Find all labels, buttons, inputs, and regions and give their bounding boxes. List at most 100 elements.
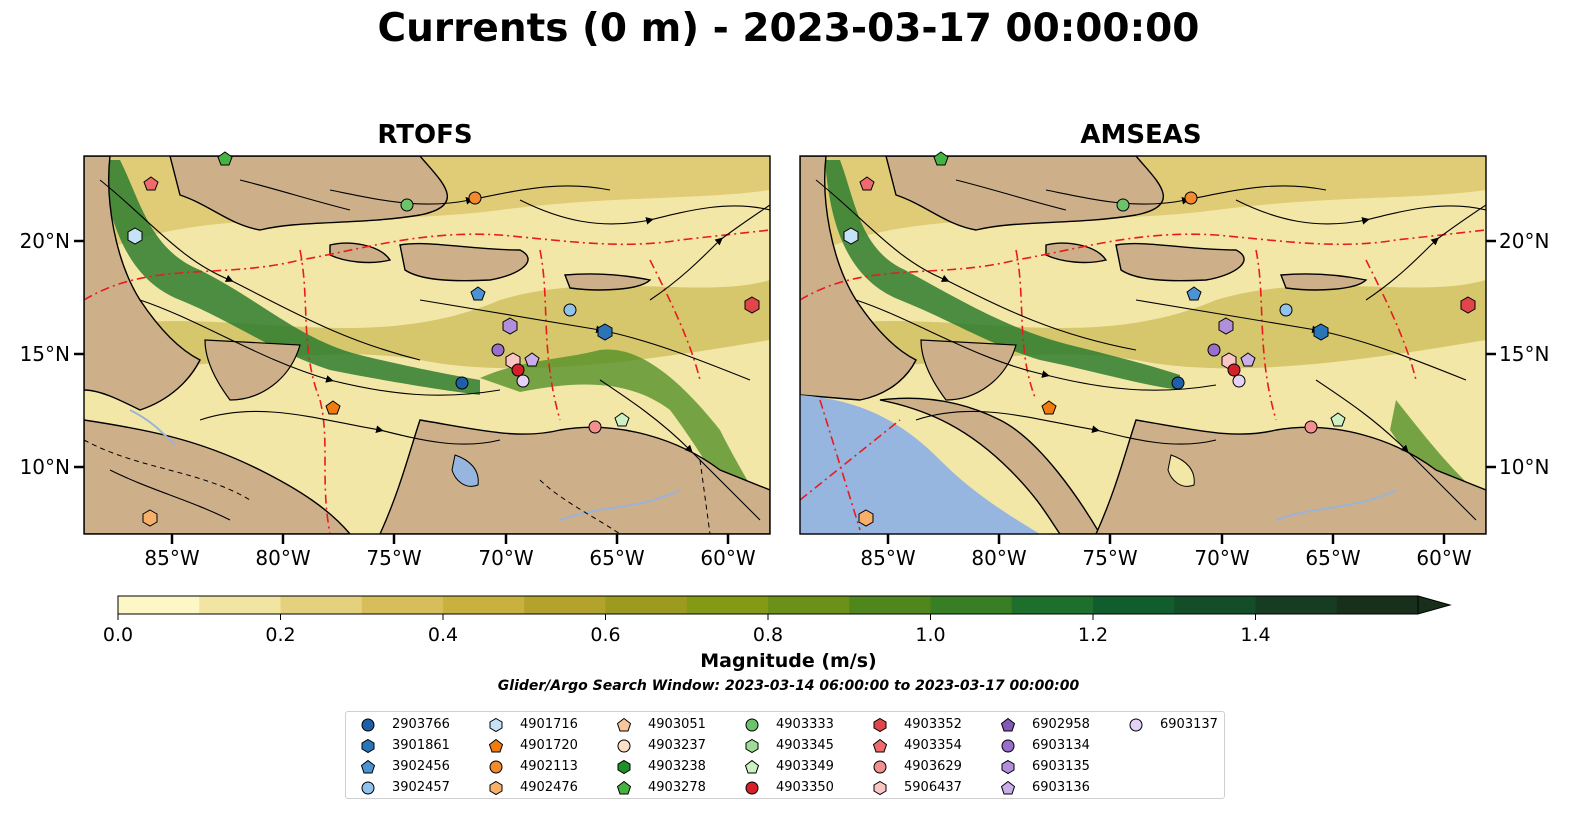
colorbar-label: Magnitude (m/s)	[700, 650, 877, 672]
colorbar-ticks: 0.0 0.2 0.4 0.6 0.8 1.0 1.2 1.4	[103, 614, 1271, 646]
lat-tick-left-10: 10°N	[20, 455, 70, 479]
lat-tick-right-10: 10°N	[1499, 455, 1549, 479]
float-6903136-marker	[1240, 352, 1256, 367]
lat-tick-right-20: 20°N	[1499, 229, 1549, 253]
float-4903349-marker	[1330, 412, 1346, 427]
colorbar-segment	[686, 596, 769, 614]
lat-tick-right-15: 15°N	[1499, 342, 1549, 366]
lon-tick-left-70: 70°W	[478, 546, 533, 570]
legend-label: 5906437	[904, 780, 962, 795]
legend-label: 4903333	[776, 717, 834, 732]
legend-label: 4903345	[776, 738, 834, 753]
lon-tick-left-80: 80°W	[255, 546, 310, 570]
float-4901716-marker	[127, 227, 143, 245]
float-4901720-marker	[325, 400, 341, 415]
float-6903137-marker	[516, 374, 530, 388]
colorbar-segment	[443, 596, 525, 614]
float-4902113-marker	[468, 191, 482, 205]
colorbar-tick-label: 0.4	[428, 624, 458, 646]
colorbar-segment	[1174, 596, 1256, 614]
colorbar-segment	[1011, 596, 1094, 614]
lon-tick-right-65: 65°W	[1305, 546, 1360, 570]
amseas-map	[800, 156, 1486, 534]
colorbar-segment	[849, 596, 931, 614]
legend-label: 4903051	[648, 717, 706, 732]
float-6903134-marker	[1207, 343, 1221, 357]
colorbar-segment	[1093, 596, 1175, 614]
float-6903136-marker	[524, 352, 540, 367]
colorbar-tick-label: 1.2	[1078, 624, 1108, 646]
legend-marker-icon	[872, 738, 888, 753]
legend-marker-icon	[1000, 780, 1016, 795]
float-6903137-marker	[1232, 374, 1246, 388]
lon-tick-right-85: 85°W	[860, 546, 915, 570]
legend-marker-icon	[488, 738, 504, 753]
legend-label: 6903136	[1032, 780, 1090, 795]
legend-marker-icon	[1001, 759, 1015, 775]
float-2903766-marker	[455, 376, 469, 390]
legend-marker-icon	[361, 738, 375, 754]
legend-label: 6903134	[1032, 738, 1090, 753]
float-6903134-marker	[491, 343, 505, 357]
float-4903350-marker	[1227, 363, 1241, 377]
rtofs-map	[84, 156, 770, 534]
float-4903354-marker	[859, 176, 875, 191]
float-4903333-marker	[400, 198, 414, 212]
float-4902113-marker	[1184, 191, 1198, 205]
lat-tick-left-20: 20°N	[20, 229, 70, 253]
colorbar-segment	[361, 596, 444, 614]
legend-label: 4902476	[520, 780, 578, 795]
amseas-float-markers	[843, 151, 1476, 527]
legend-label: 3901861	[392, 738, 450, 753]
colorbar-tick-label: 0.8	[753, 624, 783, 646]
legend-label: 4901720	[520, 738, 578, 753]
legend-label: 3902457	[392, 780, 450, 795]
colorbar-segment	[768, 596, 850, 614]
legend-marker-icon	[745, 781, 759, 795]
float-3901861-marker	[597, 323, 613, 341]
colorbar-segment	[1336, 596, 1419, 614]
colorbar	[117, 595, 1452, 615]
legend-marker-icon	[361, 781, 375, 795]
float-4903352-marker	[744, 296, 760, 314]
float-3901861-marker	[1313, 323, 1329, 341]
rtofs-float-markers	[127, 151, 760, 527]
legend-marker-icon	[617, 759, 631, 775]
legend-label: 4902113	[520, 759, 578, 774]
float-3902457-marker	[563, 303, 577, 317]
float-2903766-marker	[1171, 376, 1185, 390]
float-4901720-marker	[1041, 400, 1057, 415]
float-3902456-marker	[1186, 286, 1202, 301]
float-4903352-marker	[1460, 296, 1476, 314]
float-legend: 2903766 3901861 3902456 3902457 4901716 49017…	[345, 711, 1225, 799]
legend-label: 4903354	[904, 738, 962, 753]
float-4903278-marker	[217, 151, 233, 166]
colorbar-extend-arrow	[1417, 595, 1452, 615]
float-4903629-marker	[1304, 420, 1318, 434]
legend-label: 4903352	[904, 717, 962, 732]
legend-marker-icon	[745, 718, 759, 732]
legend-marker-icon	[744, 759, 760, 774]
float-6903135-marker	[1218, 317, 1234, 335]
float-3902457-marker	[1279, 303, 1293, 317]
colorbar-tick-label: 0.6	[590, 624, 620, 646]
legend-marker-icon	[616, 717, 632, 732]
colorbar-segment	[280, 596, 363, 614]
legend-marker-icon	[616, 780, 632, 795]
legend-marker-icon	[1129, 718, 1143, 732]
float-6903135-marker	[502, 317, 518, 335]
colorbar-tick-label: 1.4	[1240, 624, 1270, 646]
lon-tick-right-80: 80°W	[971, 546, 1026, 570]
legend-marker-icon	[745, 738, 759, 754]
float-4903629-marker	[588, 420, 602, 434]
figure-title: Currents (0 m) - 2023-03-17 00:00:00	[377, 6, 1200, 51]
float-4903278-marker	[933, 151, 949, 166]
legend-label: 6903137	[1160, 717, 1218, 732]
lon-tick-left-85: 85°W	[144, 546, 199, 570]
colorbar-segment	[118, 596, 200, 614]
lat-tick-left-15: 15°N	[20, 342, 70, 366]
legend-label: 3902456	[392, 759, 450, 774]
legend-marker-icon	[489, 717, 503, 733]
legend-label: 4903238	[648, 759, 706, 774]
